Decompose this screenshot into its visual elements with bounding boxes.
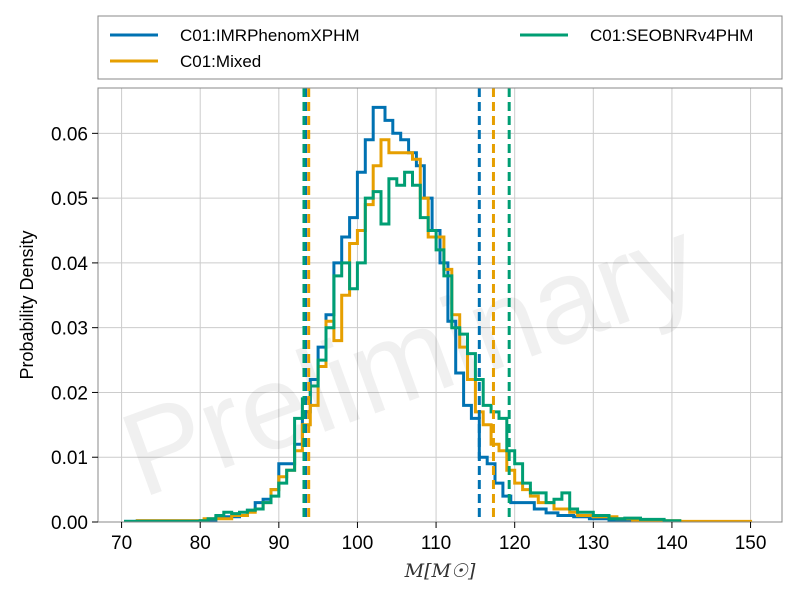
x-axis-label: M[M☉] [404,560,476,582]
y-tick-label: 0.05 [51,189,88,210]
x-tick-label: 120 [499,533,531,554]
plot-frame [97,87,783,523]
x-axis: 70 80 90 100 110 120 130 140 150 [111,522,766,554]
x-tick-label: 140 [656,533,688,554]
legend-label-seobnrv4phm: C01:SEOBNRv4PHM [590,26,753,45]
y-tick-label: 0.06 [51,124,88,145]
legend-box [97,15,783,80]
histogram-series-2 [124,170,682,522]
credible-interval-lines [302,88,511,522]
y-tick-label: 0.02 [51,383,88,404]
legend-label-mixed: C01:Mixed [180,52,261,71]
y-axis-label: Probability Density [17,230,37,379]
y-tick-label: 0.04 [51,254,88,275]
x-tick-label: 110 [421,533,451,554]
y-axis: 0.00 0.01 0.02 0.03 0.04 0.05 0.06 [51,124,98,534]
y-tick-label: 0.03 [51,319,88,340]
x-tick-label: 90 [268,533,289,554]
x-tick-label: 130 [577,533,609,554]
x-tick-label: 80 [190,533,211,554]
y-tick-label: 0.01 [51,448,88,469]
legend: C01:IMRPhenomXPHM C01:Mixed C01:SEOBNRv4… [97,15,783,80]
x-tick-label: 150 [735,533,767,554]
legend-label-imrphenomxphm: C01:IMRPhenomXPHM [180,26,360,45]
y-tick-label: 0.00 [51,513,88,534]
x-tick-label: 70 [111,533,132,554]
series-layer [124,105,753,522]
x-tick-label: 100 [342,533,374,554]
